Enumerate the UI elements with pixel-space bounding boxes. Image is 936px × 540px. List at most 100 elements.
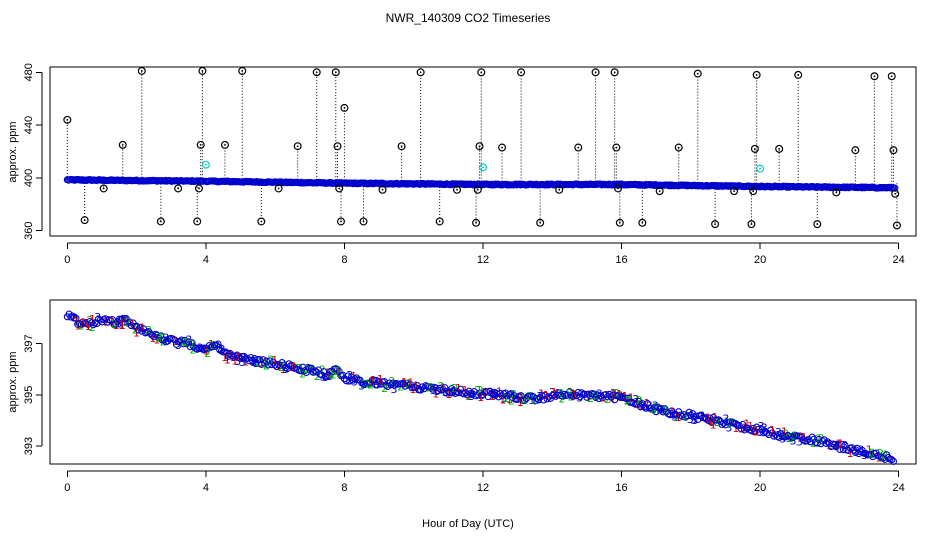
bottom-inlet-symbol: 1 — [242, 355, 249, 368]
bottom-inlet-symbol: 2 — [521, 393, 528, 406]
bottom-data-point — [361, 380, 369, 389]
bottom-inlet-symbol: 1 — [705, 412, 712, 425]
bottom-data-point — [799, 436, 807, 444]
top-outlier-point-center — [296, 145, 299, 148]
bottom-data-point — [313, 368, 321, 376]
top-outlier-point-center — [83, 219, 86, 222]
bottom-y-tick-label: 393 — [23, 437, 35, 455]
bottom-inlet-symbol: 1 — [743, 417, 750, 430]
bottom-data-point — [585, 390, 593, 398]
bottom-data-point — [455, 389, 463, 397]
top-outlier-point-center — [797, 74, 800, 76]
top-outlier-point — [137, 66, 146, 75]
top-outlier-point — [574, 143, 583, 152]
bottom-inlet-symbol: 2 — [568, 390, 575, 403]
top-outlier-point-center — [343, 107, 346, 109]
bottom-inlet-symbol: 1 — [628, 391, 635, 404]
top-outlier-point-center — [618, 221, 621, 224]
bottom-data-point — [443, 389, 451, 397]
top-outlier-point-center — [539, 221, 542, 224]
top-outlier-point — [891, 189, 900, 198]
bottom-inlet-symbol: 1 — [224, 354, 231, 367]
bottom-inlet-symbol: 2 — [388, 375, 395, 388]
top-outlier-point — [333, 142, 342, 151]
bottom-inlet-symbol: 1 — [618, 389, 625, 402]
bottom-data-point — [687, 411, 695, 419]
top-outlier-point-center — [338, 187, 341, 190]
top-y-tick-label: 440 — [23, 116, 35, 134]
bottom-inlet-symbol: 1 — [455, 382, 462, 395]
top-outlier-point — [555, 185, 564, 194]
bottom-inlet-symbol: 2 — [314, 370, 321, 383]
bottom-data-point — [259, 356, 267, 364]
bottom-data-point — [643, 400, 652, 408]
top-outlier-point-center — [362, 220, 365, 223]
top-outlier-point — [63, 115, 72, 124]
bottom-y-tick-label: 395 — [23, 386, 35, 404]
top-outlier-point — [711, 220, 720, 229]
top-flagged-point-center — [482, 166, 484, 169]
bottom-inlet-symbol: 3 — [391, 383, 398, 396]
top-outlier-point-center — [456, 188, 458, 191]
top-outlier-point-center — [577, 146, 580, 149]
top-outlier-point-center — [892, 149, 895, 152]
bottom-data-point — [815, 435, 823, 443]
bottom-inlet-symbol: 1 — [118, 319, 125, 332]
bottom-inlet-symbol: 3 — [230, 351, 237, 364]
top-outlier-point-center — [334, 71, 337, 74]
top-outlier-points — [63, 66, 901, 230]
bottom-inlet-symbol: 1 — [221, 351, 228, 364]
bottom-inlet-symbol: 1 — [866, 443, 873, 456]
top-x-tick-label: 20 — [754, 254, 766, 266]
top-outlier-point-center — [121, 143, 124, 146]
bottom-data-point — [271, 361, 279, 369]
bottom-data-point — [862, 449, 870, 458]
top-outlier-point — [610, 68, 619, 77]
bottom-inlet-symbol: 2 — [438, 380, 445, 393]
bottom-data-point — [543, 395, 551, 403]
top-outlier-point — [892, 221, 901, 230]
bottom-inlet-symbol: 1 — [85, 320, 92, 333]
bottom-data-point — [228, 352, 236, 360]
bottom-data-point — [495, 393, 503, 401]
top-outlier-point-center — [558, 188, 561, 191]
bottom-data-point — [75, 319, 83, 328]
bottom-data-point — [318, 371, 326, 379]
bottom-inlet-symbol: 2 — [451, 382, 458, 395]
bottom-inlet-symbol: 1 — [79, 317, 86, 330]
bottom-data-point — [384, 382, 392, 391]
bottom-data-point — [230, 353, 238, 361]
top-outlier-point-center — [480, 71, 483, 74]
bottom-inlet-symbol: 1 — [103, 316, 110, 329]
bottom-inlet-symbol: 2 — [263, 360, 270, 373]
bottom-x-tick-label: 20 — [754, 482, 766, 494]
top-x-tick-label: 16 — [615, 254, 627, 266]
bottom-data-point — [67, 313, 75, 321]
bottom-inlet-symbol: 1 — [369, 375, 376, 388]
top-flagged-point-center — [759, 167, 762, 170]
bottom-data-point — [517, 392, 525, 400]
top-baseline-point — [891, 184, 899, 192]
top-flagged-point — [479, 163, 488, 172]
bottom-data-point — [881, 455, 889, 463]
bottom-data-point — [678, 412, 686, 420]
bottom-inlet-symbol: 3 — [576, 392, 583, 405]
top-plot-frame — [49, 66, 917, 237]
bottom-inlet-symbol: 1 — [552, 388, 559, 401]
bottom-x-axis: 0 4 8 12 16 20 24 — [64, 470, 905, 494]
top-outlier-point — [193, 217, 202, 226]
bottom-inlet-symbol: 3 — [490, 387, 497, 400]
bottom-inlet-symbol: 3 — [656, 403, 663, 416]
top-outlier-point — [832, 188, 841, 197]
top-outlier-point — [887, 72, 896, 81]
bottom-data-point — [436, 384, 444, 392]
top-panel: 0 4 8 12 16 20 24 360 400 440 480 approx. ppm — [7, 63, 917, 266]
top-outlier-point — [118, 140, 127, 149]
bottom-inlet-symbol: 2 — [877, 447, 884, 460]
top-outlier-point — [174, 184, 183, 193]
bottom-data-point — [389, 379, 397, 387]
bottom-data-point — [884, 454, 892, 462]
top-outlier-point-center — [277, 187, 280, 190]
